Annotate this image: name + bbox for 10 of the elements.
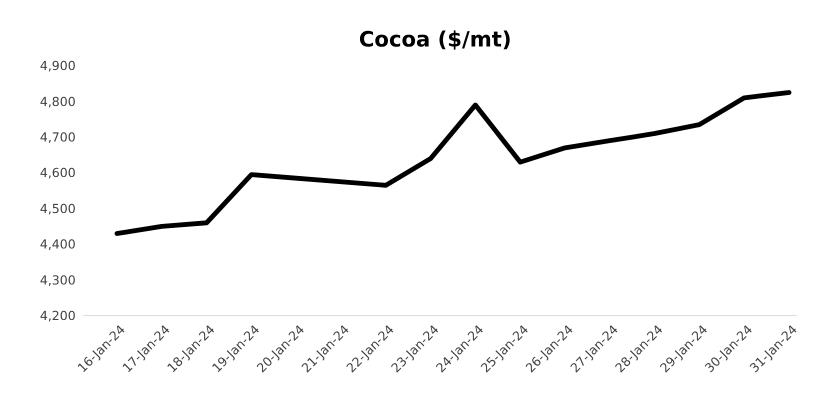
y-tick-label: 4,200	[40, 308, 76, 324]
y-tick-label: 4,400	[40, 236, 76, 252]
line-series	[114, 90, 792, 236]
y-tick-label: 4,300	[40, 272, 76, 288]
y-tick-label: 4,500	[40, 200, 76, 216]
y-tick-label: 4,700	[40, 129, 76, 144]
chart-title: Cocoa ($/mt)	[358, 26, 512, 52]
y-tick-label: 4,600	[40, 165, 76, 180]
y-tick-label: 4,900	[40, 58, 76, 74]
y-tick-label: 4,800	[40, 94, 76, 109]
